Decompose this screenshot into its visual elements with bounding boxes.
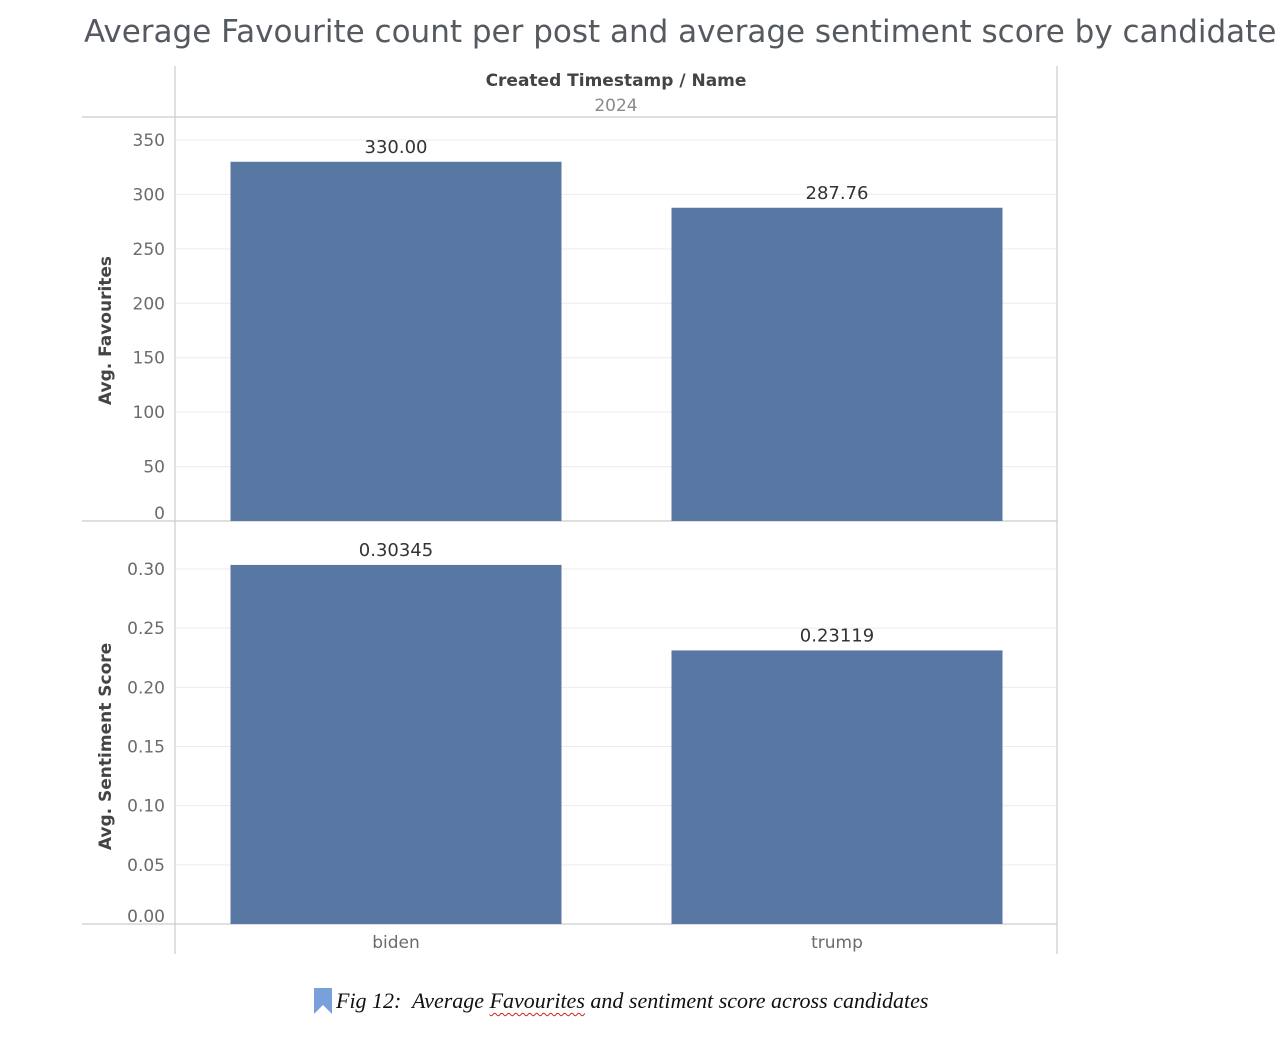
bar-trump[interactable] bbox=[671, 650, 1003, 924]
caption-misspelled-word: Favourites bbox=[489, 988, 585, 1013]
y-tick-label: 300 bbox=[133, 185, 165, 205]
y-tick-label: 250 bbox=[133, 240, 165, 260]
y-tick-label: 0.00 bbox=[127, 907, 165, 927]
y-tick-label: 50 bbox=[143, 458, 165, 478]
y-tick-label: 200 bbox=[133, 294, 165, 314]
y-tick-label: 100 bbox=[133, 403, 165, 423]
chart-title: Average Favourite count per post and ave… bbox=[84, 14, 1277, 50]
column-header-title: Created Timestamp / Name bbox=[486, 71, 747, 91]
y-tick-label: 0.15 bbox=[127, 738, 165, 758]
bar-biden[interactable] bbox=[230, 161, 562, 521]
y-tick-label: 0 bbox=[154, 504, 165, 524]
bar-biden[interactable] bbox=[230, 564, 562, 924]
bookmark-icon bbox=[314, 988, 332, 1014]
caption-prefix: Fig 12: Average bbox=[336, 988, 490, 1013]
bar-trump[interactable] bbox=[671, 207, 1003, 521]
figure-caption: Fig 12: Average Favourites and sentiment… bbox=[314, 988, 929, 1014]
y-tick-label: 0.05 bbox=[127, 856, 165, 876]
column-header-year: 2024 bbox=[594, 96, 637, 116]
bar-value-label: 287.76 bbox=[806, 183, 869, 204]
y-tick-label: 150 bbox=[133, 349, 165, 369]
y-axis-title: Avg. Favourites bbox=[96, 256, 116, 405]
bar-value-label: 330.00 bbox=[365, 137, 428, 158]
y-tick-label: 350 bbox=[133, 131, 165, 151]
caption-suffix: and sentiment score across candidates bbox=[584, 988, 929, 1013]
x-tick-label: biden bbox=[372, 933, 420, 953]
y-tick-label: 0.10 bbox=[127, 797, 165, 817]
y-tick-label: 0.25 bbox=[127, 619, 165, 639]
chart-labels: 0 50 100 150 200 250 300 350 Avg. Favourites 330.… bbox=[96, 131, 874, 953]
x-tick-label: trump bbox=[811, 933, 863, 953]
bars-top-panel bbox=[230, 161, 1003, 521]
bars-bottom-panel bbox=[230, 564, 1003, 924]
y-axis-title: Avg. Sentiment Score bbox=[96, 643, 116, 850]
bar-value-label: 0.30345 bbox=[359, 540, 433, 561]
y-tick-label: 0.20 bbox=[127, 678, 165, 698]
bar-value-label: 0.23119 bbox=[800, 625, 874, 646]
y-tick-label: 0.30 bbox=[127, 560, 165, 580]
